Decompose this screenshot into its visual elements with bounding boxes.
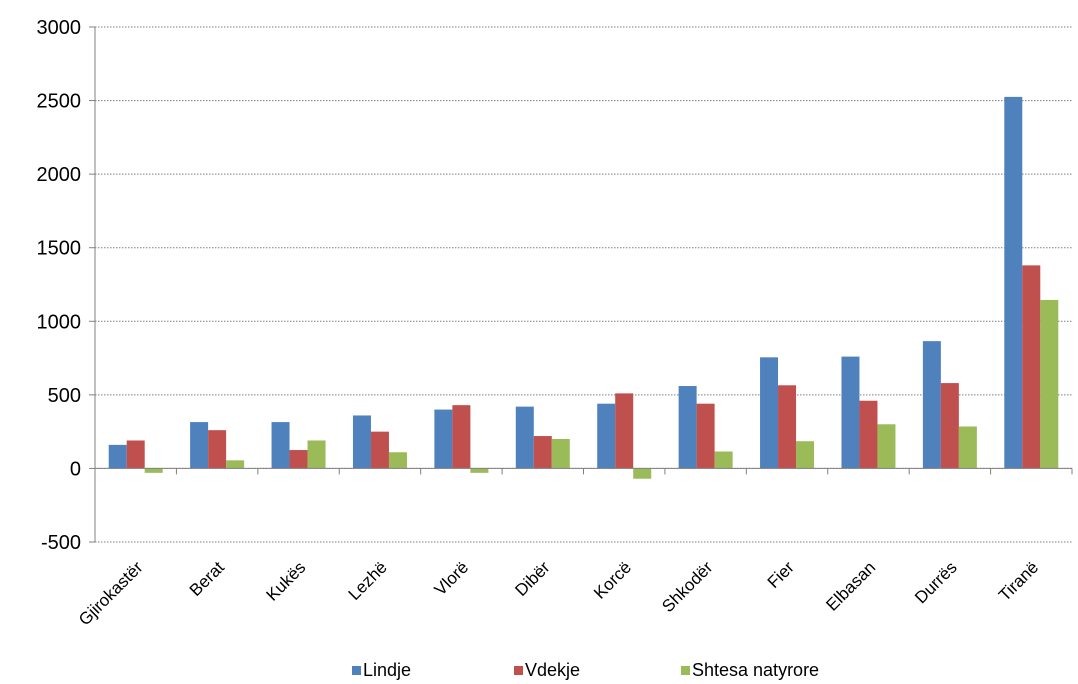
- bar: [922, 341, 941, 469]
- y-tick-label: -500: [41, 532, 81, 554]
- bar: [108, 444, 127, 469]
- bar: [1022, 265, 1041, 469]
- bar: [760, 357, 779, 469]
- x-tick-label: Tiranë: [995, 558, 1042, 605]
- x-tick-label: Fier: [764, 558, 798, 592]
- bar: [1004, 96, 1023, 469]
- x-axis-tick-labels: Gjirokastër Berat Kukës Lezhë Vlorë Dibër Korc…: [75, 558, 1042, 630]
- bars: [108, 96, 1059, 479]
- bar: [597, 403, 616, 469]
- y-tick-label: 500: [48, 385, 81, 407]
- y-tick-label: 2000: [37, 164, 82, 186]
- bar: [940, 383, 959, 469]
- y-tick-label: 2500: [37, 91, 82, 113]
- bar: [370, 431, 389, 469]
- bar: [877, 424, 896, 469]
- bar: [452, 405, 471, 469]
- x-tick-label: Lezhë: [345, 558, 391, 604]
- y-tick-label: 0: [70, 458, 81, 480]
- bar: [144, 468, 163, 473]
- legend-swatch: [352, 666, 361, 675]
- legend-label: Lindje: [363, 660, 411, 680]
- bar: [714, 451, 733, 469]
- bar: [1040, 299, 1059, 469]
- bar: [434, 409, 453, 469]
- legend-swatch: [514, 666, 523, 675]
- bar: [307, 440, 326, 469]
- bar: [208, 430, 227, 469]
- y-tick-label: 3000: [37, 17, 82, 39]
- bar: [958, 426, 977, 469]
- legend-label: Shtesa natyrore: [692, 660, 819, 680]
- x-tick-label: Kukës: [263, 558, 310, 605]
- bar: [388, 452, 407, 469]
- bar: [551, 439, 570, 469]
- bar: [841, 356, 860, 469]
- y-tick-label: 1500: [37, 238, 82, 260]
- bar: [271, 422, 290, 469]
- bar: [352, 415, 371, 469]
- x-tick-label: Berat: [186, 558, 228, 600]
- bar: [289, 450, 308, 469]
- bar: [796, 441, 815, 469]
- bar: [226, 460, 245, 469]
- legend: Lindje Vdekje Shtesa natyrore: [352, 660, 819, 680]
- legend-label: Vdekje: [525, 660, 580, 680]
- x-tick-label: Vlorë: [431, 558, 472, 599]
- legend-swatch: [681, 666, 690, 675]
- y-axis-tick-labels: -500 0 500 1000 1500 2000 2500 3000: [37, 17, 82, 554]
- bar: [678, 386, 697, 469]
- x-tick-label: Shkodër: [658, 558, 716, 616]
- bar: [533, 436, 552, 469]
- bar: [470, 468, 489, 473]
- x-tick-label: Dibër: [511, 558, 553, 600]
- bar: [126, 440, 145, 469]
- bar: [190, 422, 209, 469]
- bar: [859, 400, 878, 469]
- x-tick-label: Elbasan: [822, 558, 879, 615]
- bar: [515, 406, 534, 469]
- axes: [94, 27, 1073, 542]
- bar: [696, 403, 715, 469]
- x-tick-label: Korcë: [590, 558, 635, 603]
- y-tick-label: 1000: [37, 311, 82, 333]
- bar: [633, 468, 652, 479]
- x-tick-label: Gjirokastër: [75, 558, 147, 630]
- bar: [778, 385, 797, 469]
- bar: [615, 393, 634, 469]
- x-tick-label: Durrës: [911, 558, 961, 608]
